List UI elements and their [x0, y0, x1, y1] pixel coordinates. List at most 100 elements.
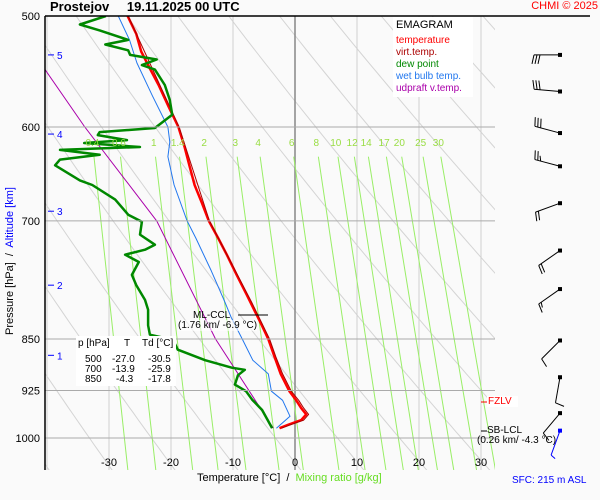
- wind-barb-station: [558, 428, 562, 433]
- mixing-ratio-line: [353, 156, 404, 470]
- table-cell: -30.5: [148, 354, 171, 365]
- mixing-ratio-line: [236, 156, 280, 470]
- dry-adiabat: [279, 16, 495, 274]
- x-axis-label: Temperature [°C]: [197, 472, 281, 484]
- series-dew-point: [53, 16, 274, 429]
- mixing-ratio-label: 3: [232, 138, 238, 149]
- dry-adiabat: [228, 16, 495, 340]
- legend-updraft: udpraft v.temp.: [396, 83, 462, 94]
- sb-lcl-value: (0.26 km/ -4.3 °C): [477, 435, 557, 446]
- wind-barb: [531, 52, 562, 65]
- x-tick-label: 20: [413, 457, 425, 469]
- altitude-tick-label: 5: [57, 51, 63, 62]
- legend-temperature: temperature: [396, 35, 450, 46]
- x-tick-label: -10: [225, 457, 241, 469]
- wind-barb-flag: [534, 54, 538, 65]
- mixing-ratio-label: 12: [347, 138, 359, 149]
- mixing-ratio-label: 8: [313, 138, 319, 149]
- wind-barb-flag: [541, 358, 547, 367]
- mixing-ratio-line: [385, 156, 438, 470]
- wind-barb: [532, 80, 562, 94]
- wind-barb-flag: [539, 155, 542, 162]
- fzlv-label: FZLV: [487, 396, 518, 407]
- wind-barb-flag: [538, 303, 543, 313]
- wind-barb-station: [558, 375, 562, 380]
- y-tick-label: 500: [22, 11, 40, 23]
- x-tick-label: -20: [163, 457, 179, 469]
- dry-adiabat: [45, 285, 176, 470]
- sb-lcl-label: SB-LCL: [487, 425, 523, 436]
- wind-barb-flag: [538, 265, 543, 275]
- mixing-ratio-line: [259, 156, 304, 470]
- station-title: Prostejov 19.11.2025 00 UTC: [50, 0, 240, 14]
- wind-barb-station: [558, 287, 562, 292]
- legend-title: EMAGRAM: [396, 19, 453, 31]
- mixing-ratio-line: [317, 156, 366, 470]
- wind-barb: [538, 287, 562, 313]
- legend-virt-temp: virt.temp.: [396, 47, 438, 58]
- credit: CHMI © 2025: [531, 0, 598, 12]
- mixing-ratio-line: [337, 156, 387, 470]
- mixing-ratio-label: 1: [151, 138, 157, 149]
- dry-adiabat: [45, 202, 239, 470]
- wind-barb-flag: [542, 432, 550, 441]
- mixing-ratio-label: 30: [433, 138, 445, 149]
- wind-barb-staff: [538, 288, 561, 305]
- wind-barb-flag: [537, 211, 541, 221]
- table-cell: -27.0: [112, 354, 135, 365]
- wind-barb-staff: [550, 430, 561, 456]
- table-header-t: T: [124, 338, 131, 349]
- sfc-label: SFC: 215 m ASL: [512, 475, 587, 486]
- wind-barb-station: [558, 52, 562, 57]
- mixing-ratio-label: 6: [289, 138, 295, 149]
- wind-barb-station: [558, 411, 562, 416]
- wind-barb: [541, 338, 562, 367]
- altitude-tick-label: 1: [57, 351, 63, 362]
- wind-barb-flag: [535, 80, 538, 90]
- mixing-ratio-line: [179, 156, 219, 470]
- mixing-ratio-label: 25: [415, 138, 427, 149]
- x-tick-label: -30: [101, 457, 117, 469]
- wind-barb-flag: [537, 54, 541, 65]
- mixing-ratio-line: [120, 156, 157, 470]
- wind-barb: [535, 201, 562, 222]
- wind-barb-staff: [542, 412, 561, 434]
- mixing-ratio-label: 17: [379, 138, 391, 149]
- wind-barb: [534, 117, 562, 136]
- datetime: 19.11.2025 00 UTC: [126, 0, 240, 14]
- mixing-ratio-line: [293, 156, 340, 470]
- wind-barb-flag: [531, 54, 535, 65]
- wind-barb: [550, 428, 562, 460]
- y-axis-label: Pressure [hPa]: [4, 262, 16, 335]
- wind-barb-station: [558, 248, 562, 253]
- y-axis-title: Pressure [hPa] / Altitude [km]: [4, 171, 16, 351]
- ml-ccl-value: (1.76 km/ -6.9 °C): [178, 320, 258, 331]
- mixing-ratio-line: [401, 156, 455, 470]
- legend-dew-point: dew point: [396, 59, 439, 70]
- legend-wet-bulb: wet bulb temp.: [396, 71, 462, 82]
- wind-barb-station: [558, 338, 562, 343]
- wind-barb-flag: [532, 80, 535, 90]
- mixing-ratio-line: [367, 156, 419, 470]
- mixing-ratio-label: 14: [361, 138, 373, 149]
- table-cell: 700: [85, 364, 102, 375]
- wind-barb-staff: [541, 340, 561, 360]
- ml-ccl-label: ML-CCL: [193, 310, 231, 321]
- wind-barb: [534, 150, 562, 169]
- mixing-ratio-label: 1.4: [171, 138, 185, 149]
- mixing-ratio-line: [422, 156, 478, 470]
- table-cell: -25.9: [148, 364, 171, 375]
- table-cell: 850: [85, 374, 102, 385]
- y-tick-label: 925: [22, 386, 40, 398]
- wind-barb-flag: [540, 302, 543, 308]
- wind-barb-flag: [540, 263, 546, 273]
- wind-barb-flag: [535, 212, 538, 222]
- dry-adiabat: [126, 16, 491, 470]
- wind-barb-station: [558, 164, 562, 169]
- table-cell: -4.3: [116, 374, 134, 385]
- x-tick-label: 0: [292, 457, 298, 469]
- wind-barb-station: [558, 89, 562, 94]
- y-tick-label: 850: [22, 334, 40, 346]
- mixing-ratio-label: 2: [201, 138, 207, 149]
